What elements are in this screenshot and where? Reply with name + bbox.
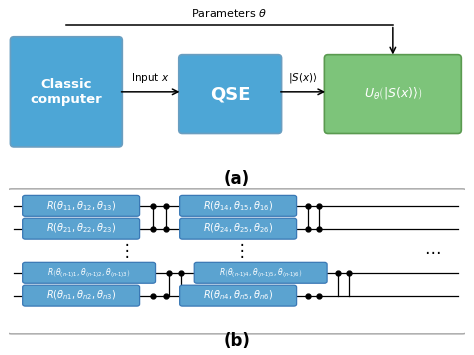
- Text: $R\left(\theta_{11},\theta_{12},\theta_{13}\right)$: $R\left(\theta_{11},\theta_{12},\theta_{…: [46, 199, 116, 213]
- FancyBboxPatch shape: [6, 189, 468, 334]
- FancyBboxPatch shape: [179, 55, 282, 133]
- Text: (a): (a): [224, 170, 250, 188]
- Text: $R\left(\theta_{21},\theta_{22},\theta_{23}\right)$: $R\left(\theta_{21},\theta_{22},\theta_{…: [46, 222, 116, 235]
- Text: $R\left(\theta_{(n\text{-}1)4},\theta_{(n\text{-}1)5},\theta_{(n\text{-}1)6}\rig: $R\left(\theta_{(n\text{-}1)4},\theta_{(…: [219, 266, 302, 280]
- Text: $U_\theta\left(|S(x)\rangle\right)$: $U_\theta\left(|S(x)\rangle\right)$: [364, 86, 422, 102]
- Text: Parameters $\theta$: Parameters $\theta$: [191, 7, 268, 19]
- Text: $R\left(\theta_{24},\theta_{25},\theta_{26}\right)$: $R\left(\theta_{24},\theta_{25},\theta_{…: [203, 222, 273, 235]
- FancyBboxPatch shape: [23, 285, 140, 306]
- Text: $R\left(\theta_{14},\theta_{15},\theta_{16}\right)$: $R\left(\theta_{14},\theta_{15},\theta_{…: [203, 199, 273, 213]
- Text: $\vdots$: $\vdots$: [233, 241, 244, 260]
- Text: $|S(x)\rangle$: $|S(x)\rangle$: [288, 71, 318, 85]
- Text: $R\left(\theta_{n1},\theta_{n2},\theta_{n3}\right)$: $R\left(\theta_{n1},\theta_{n2},\theta_{…: [46, 289, 116, 302]
- Text: $R\left(\theta_{(n\text{-}1)1},\theta_{(n\text{-}1)2},\theta_{(n\text{-}1)3}\rig: $R\left(\theta_{(n\text{-}1)1},\theta_{(…: [47, 266, 131, 280]
- FancyBboxPatch shape: [194, 262, 327, 283]
- FancyBboxPatch shape: [23, 262, 155, 283]
- FancyBboxPatch shape: [10, 37, 122, 147]
- Text: $\cdots$: $\cdots$: [424, 242, 441, 260]
- Text: Classic
computer: Classic computer: [30, 78, 102, 106]
- FancyBboxPatch shape: [23, 218, 140, 239]
- FancyBboxPatch shape: [180, 285, 297, 306]
- FancyBboxPatch shape: [23, 195, 140, 216]
- Text: (b): (b): [224, 332, 250, 350]
- Text: Input $x$: Input $x$: [131, 71, 170, 85]
- Text: $\vdots$: $\vdots$: [118, 241, 129, 260]
- FancyBboxPatch shape: [180, 218, 297, 239]
- Text: QSE: QSE: [210, 85, 250, 103]
- Text: $R\left(\theta_{n4},\theta_{n5},\theta_{n6}\right)$: $R\left(\theta_{n4},\theta_{n5},\theta_{…: [203, 289, 273, 302]
- FancyBboxPatch shape: [324, 55, 461, 133]
- FancyBboxPatch shape: [180, 195, 297, 216]
